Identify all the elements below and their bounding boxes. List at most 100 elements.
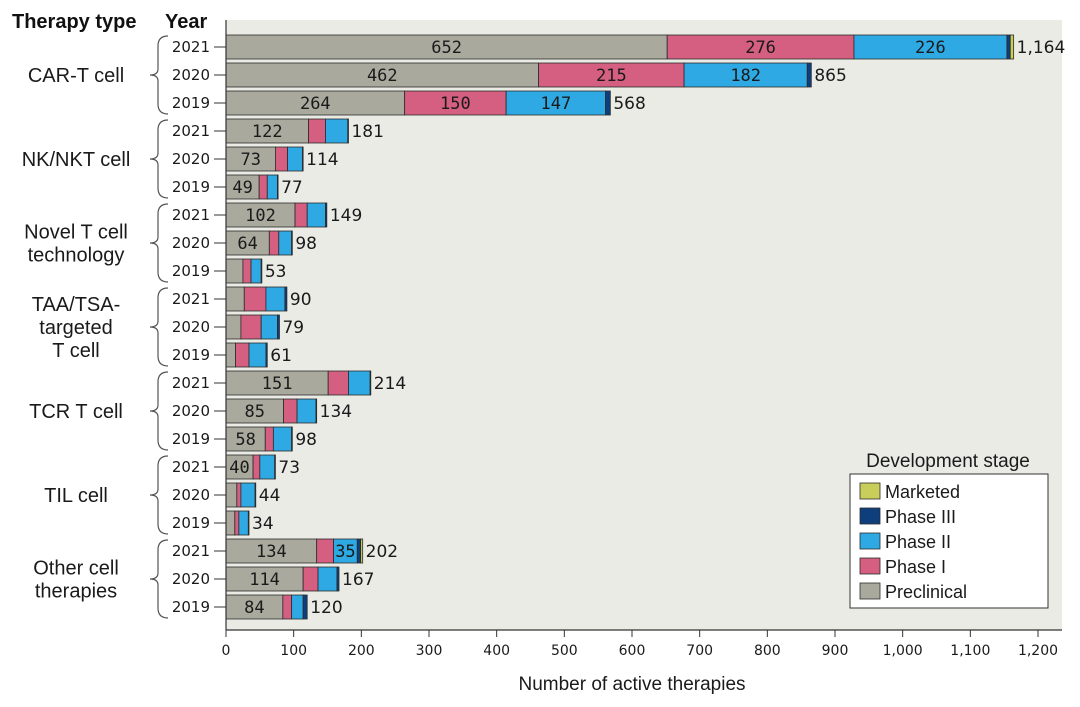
segment-value-label: 122 [252, 122, 283, 142]
year-label: 2020 [172, 570, 210, 588]
legend-swatch-phase-iii [859, 507, 881, 525]
bar-segment-preclinical [225, 174, 260, 200]
segment-value-label: 264 [300, 94, 331, 114]
segment-value-label: 84 [244, 598, 264, 618]
segment-value-label: 134 [256, 542, 287, 562]
bar-segment-phase-iii [284, 286, 288, 312]
bar-segment-phase-iii [274, 454, 276, 480]
bar-segment-phase-iii [247, 510, 250, 536]
bar-segment-phase-i [268, 230, 280, 256]
x-tick-label: 1,200 [1018, 643, 1058, 659]
year-label: 2020 [172, 486, 210, 504]
bar-segment-phase-i [243, 286, 267, 312]
bar-segment-preclinical [225, 258, 244, 284]
bar-segment-phase-ii [259, 454, 276, 480]
segment-value-label: 40 [229, 458, 249, 478]
group-name: Other cell [33, 558, 119, 580]
bars-layer [225, 34, 1015, 620]
total-value-label: 77 [281, 178, 303, 198]
x-tick-label: 100 [280, 643, 307, 659]
bar-segment-phase-iii [265, 342, 268, 368]
x-axis-title: Number of active therapies [518, 674, 745, 695]
segment-value-label: 215 [596, 66, 627, 86]
bar-segment-phase-i [258, 174, 268, 200]
group-name: NK/NKT cell [22, 149, 131, 171]
total-value-label: 114 [306, 150, 338, 170]
year-label: 2021 [172, 542, 210, 560]
bar-segment-preclinical [225, 370, 329, 396]
segment-value-label: 652 [431, 38, 462, 58]
total-value-label: 44 [259, 486, 281, 506]
group-bracket [149, 287, 169, 367]
bar-segment-phase-iii [325, 202, 328, 228]
bar-segment-phase-iii [1006, 34, 1011, 60]
bar-segment-phase-iii [277, 174, 279, 200]
bar-segment-preclinical [225, 230, 270, 256]
bar-segment-phase-iii [315, 398, 318, 424]
bar-segment-phase-iii [356, 538, 362, 564]
group-bracket [149, 539, 169, 619]
x-tick-label: 700 [686, 643, 713, 659]
bar-segment-phase-iii [254, 482, 257, 508]
group-name: TAA/TSA- [32, 294, 121, 316]
total-value-label: 61 [270, 346, 292, 366]
bar-segment-phase-i [242, 258, 252, 284]
legend: Development stage Marketed Phase III Phase … [849, 451, 1049, 609]
bar-segment-phase-ii [853, 34, 1008, 60]
bar-segment-preclinical [225, 510, 236, 536]
bar-segment-phase-i [274, 146, 288, 172]
bar-segment-phase-ii [265, 286, 286, 312]
segment-value-label: 49 [232, 178, 252, 198]
x-axis: 0 100 200 300 400 500 600 700 800 900 1,000 1,100 1,… [214, 20, 1062, 659]
segment-value-label: 147 [541, 94, 572, 114]
bar-segment-phase-ii [505, 90, 607, 116]
bar-segment-preclinical [225, 286, 245, 312]
total-value-label: 214 [374, 374, 406, 394]
x-tick-label: 500 [551, 643, 578, 659]
bar-segment-phase-iii [605, 90, 611, 116]
legend-label: Phase III [885, 507, 956, 527]
year-label: 2021 [172, 206, 210, 224]
year-label: 2020 [172, 66, 210, 84]
legend-label: Phase I [885, 557, 946, 577]
bar-segment-phase-i [302, 566, 319, 592]
year-label: 2021 [172, 374, 210, 392]
bar-segment-phase-iii [347, 118, 349, 144]
total-value-label: 79 [282, 318, 304, 338]
x-tick-label: 200 [348, 643, 375, 659]
total-value-label: 90 [290, 290, 312, 310]
group-bracket [149, 119, 169, 199]
x-tick-label: 1,100 [950, 643, 990, 659]
bar-segment-phase-ii [683, 62, 808, 88]
total-value-label: 167 [342, 570, 374, 590]
bar-segment-phase-ii [291, 594, 304, 620]
bar-segment-phase-i [234, 510, 240, 536]
bar-segment-phase-ii [296, 398, 317, 424]
total-value-label: 34 [252, 514, 274, 534]
bar-segment-preclinical [225, 482, 238, 508]
year-label: 2019 [172, 346, 210, 364]
segment-value-label: 276 [745, 38, 776, 58]
bar-segment-phase-ii [240, 482, 256, 508]
bar-segment-phase-ii [248, 342, 267, 368]
bar-segment-phase-ii [278, 230, 293, 256]
total-value-label: 134 [320, 402, 352, 422]
bar-segment-phase-iii [302, 594, 308, 620]
legend-label: Preclinical [885, 582, 967, 602]
year-label: 2021 [172, 290, 210, 308]
year-label: 2021 [172, 458, 210, 476]
x-tick-label: 300 [416, 643, 443, 659]
bar-segment-phase-i [240, 314, 262, 340]
bar-segment-phase-iii [336, 566, 340, 592]
group-name: TCR T cell [29, 401, 123, 423]
segment-value-label: 73 [240, 150, 260, 170]
bar-segment-phase-ii [306, 202, 326, 228]
total-value-label: 120 [310, 598, 342, 618]
legend-swatch-marketed [859, 482, 881, 500]
bar-segment-phase-i [283, 398, 298, 424]
group-name: TIL cell [44, 485, 108, 507]
legend-swatch-preclinical [859, 582, 881, 600]
bar-segment-phase-iii [291, 230, 293, 256]
x-tick-label: 600 [619, 643, 646, 659]
